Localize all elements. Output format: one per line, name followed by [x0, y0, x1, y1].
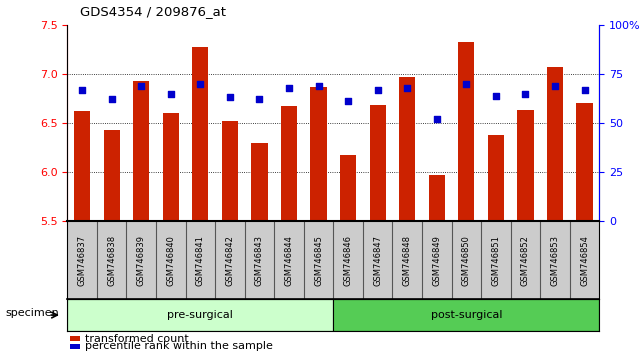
Point — [462, 81, 472, 87]
Point — [165, 91, 176, 96]
Point — [196, 81, 206, 87]
Bar — [71, 344, 80, 349]
Bar — [67, 299, 333, 331]
Bar — [133, 81, 149, 221]
Text: GSM746837: GSM746837 — [78, 235, 87, 286]
Bar — [369, 105, 386, 221]
Text: GSM746842: GSM746842 — [226, 235, 235, 286]
Text: GSM746847: GSM746847 — [373, 235, 382, 286]
Point — [520, 91, 531, 96]
Bar — [517, 110, 533, 221]
Text: GSM746848: GSM746848 — [403, 235, 412, 286]
Bar — [163, 113, 179, 221]
Point — [402, 85, 412, 91]
Bar — [281, 106, 297, 221]
Bar — [488, 135, 504, 221]
Text: GSM746841: GSM746841 — [196, 235, 205, 286]
Point — [550, 83, 560, 88]
Text: post-surgical: post-surgical — [431, 310, 502, 320]
Bar — [399, 77, 415, 221]
Bar — [74, 111, 90, 221]
Point — [136, 83, 146, 88]
Bar — [547, 67, 563, 221]
Text: pre-surgical: pre-surgical — [167, 310, 233, 320]
Point — [343, 98, 353, 104]
Point — [579, 87, 590, 92]
Text: GSM746853: GSM746853 — [551, 235, 560, 286]
Text: GSM746854: GSM746854 — [580, 235, 589, 286]
Bar — [458, 42, 474, 221]
Point — [491, 93, 501, 98]
Text: GSM746845: GSM746845 — [314, 235, 323, 286]
Text: GSM746844: GSM746844 — [285, 235, 294, 286]
Text: GSM746846: GSM746846 — [344, 235, 353, 286]
Bar — [71, 336, 80, 341]
Point — [225, 95, 235, 100]
Text: GSM746852: GSM746852 — [521, 235, 530, 286]
Point — [254, 97, 265, 102]
Text: GSM746849: GSM746849 — [432, 235, 441, 286]
Bar — [222, 121, 238, 221]
Text: GSM746843: GSM746843 — [255, 235, 264, 286]
Text: specimen: specimen — [5, 308, 59, 319]
Text: GSM746839: GSM746839 — [137, 235, 146, 286]
Point — [372, 87, 383, 92]
Bar — [576, 103, 593, 221]
Point — [313, 83, 324, 88]
Text: GSM746840: GSM746840 — [166, 235, 175, 286]
Bar — [103, 130, 120, 221]
Text: GDS4354 / 209876_at: GDS4354 / 209876_at — [80, 5, 226, 18]
Text: GSM746851: GSM746851 — [492, 235, 501, 286]
Point — [431, 116, 442, 122]
Bar — [310, 87, 327, 221]
Point — [284, 85, 294, 91]
Point — [106, 97, 117, 102]
Bar — [192, 47, 208, 221]
Bar — [333, 299, 599, 331]
Text: percentile rank within the sample: percentile rank within the sample — [85, 341, 272, 351]
Bar — [340, 155, 356, 221]
Bar — [251, 143, 267, 221]
Point — [77, 87, 87, 92]
Text: transformed count: transformed count — [85, 334, 188, 344]
Text: GSM746838: GSM746838 — [107, 235, 116, 286]
Bar — [429, 175, 445, 221]
Text: GSM746850: GSM746850 — [462, 235, 471, 286]
